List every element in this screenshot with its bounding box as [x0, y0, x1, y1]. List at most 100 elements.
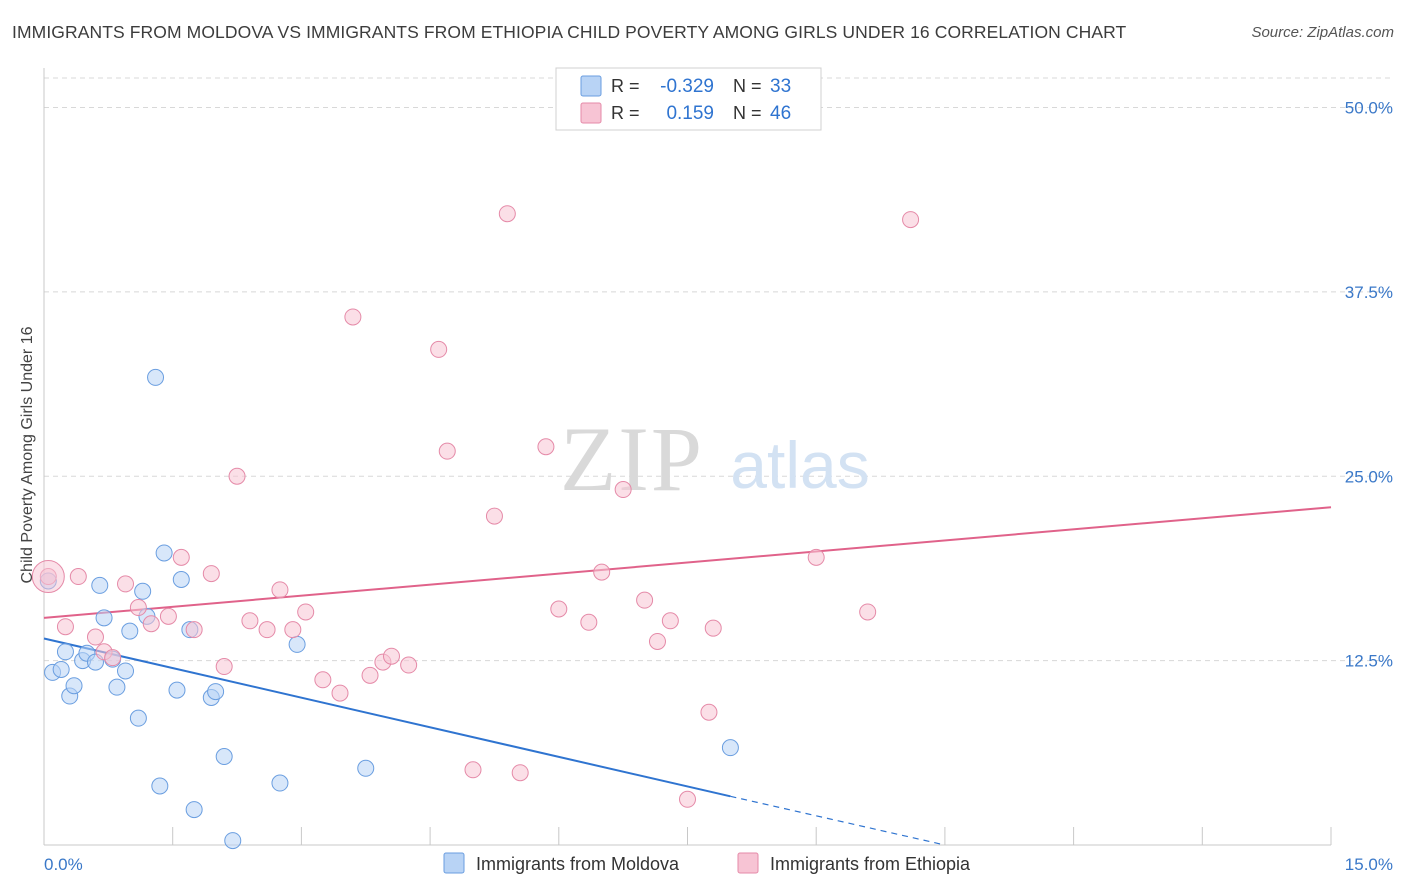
ethiopia-point [258, 621, 276, 639]
moldova-point [65, 677, 83, 695]
ethiopia-point [438, 442, 456, 460]
source-label: Source: ZipAtlas.com [1251, 24, 1394, 41]
moldova-point [56, 643, 74, 661]
moldova-point [271, 774, 289, 792]
moldova-point [117, 662, 135, 680]
ethiopia-point [228, 467, 246, 485]
ethiopia-point [314, 671, 332, 689]
ethiopia-point [56, 618, 74, 636]
trend-lines [43, 506, 1332, 846]
correlation-legend: R = -0.329 N = 33 R = 0.159 N = 46 [555, 67, 822, 131]
ethiopia-r-label: R = [611, 103, 640, 123]
moldova-n-value: 33 [770, 76, 791, 97]
ethiopia-point [902, 211, 920, 229]
y-axis-label: Child Poverty Among Girls Under 16 [19, 326, 36, 583]
x-tick-label: 15.0% [1345, 855, 1393, 874]
moldova-point [721, 739, 739, 757]
moldova-legend-swatch [580, 75, 602, 97]
ethiopia-point [129, 599, 147, 617]
y-tick-label: 50.0% [1345, 99, 1393, 118]
ethiopia-point [704, 619, 722, 637]
ethiopia-point [284, 621, 302, 639]
watermark-atlas: atlas [730, 428, 869, 502]
moldova-point [151, 777, 169, 795]
chart-title: IMMIGRANTS FROM MOLDOVA VS IMMIGRANTS FR… [12, 22, 1127, 42]
ethiopia-legend-swatch [580, 102, 602, 124]
moldova-point [95, 609, 113, 627]
ethiopia-point [86, 628, 104, 646]
axes [43, 68, 1332, 846]
ethiopia-point [859, 603, 877, 621]
ethiopia-point [361, 666, 379, 684]
legend-moldova-label: Immigrants from Moldova [476, 854, 680, 874]
ethiopia-point [215, 658, 233, 676]
moldova-point [172, 571, 190, 588]
ethiopia-point [679, 790, 696, 808]
moldova-point [155, 544, 173, 562]
moldova-r-value: -0.329 [660, 76, 714, 97]
moldova-point [108, 678, 126, 696]
ethiopia-point [636, 591, 654, 609]
ethiopia-point [172, 548, 190, 566]
ethiopia-n-value: 46 [770, 103, 791, 124]
moldova-point [129, 709, 147, 727]
moldova-point [168, 681, 186, 699]
ethiopia-point [511, 764, 529, 782]
ethiopia-point [159, 607, 177, 625]
moldova-point [288, 635, 306, 653]
y-axis-label-group: Child Poverty Among Girls Under 16 [19, 326, 36, 583]
moldova-point [134, 582, 152, 600]
ethiopia-point [648, 632, 666, 650]
ethiopia-point [700, 703, 718, 721]
ethiopia-point [807, 548, 825, 566]
ethiopia-trend-line [43, 506, 1332, 619]
moldova-point [357, 759, 375, 777]
ethiopia-point [382, 647, 400, 665]
series-legend: Immigrants from Moldova Immigrants from … [443, 852, 971, 874]
moldova-point [147, 368, 165, 386]
ethiopia-point [400, 656, 418, 674]
ethiopia-point [344, 308, 362, 326]
ethiopia-point [580, 613, 598, 631]
watermark-zip: ZIP [560, 408, 704, 510]
moldova-r-label: R = [611, 76, 640, 96]
moldova-point [207, 683, 225, 701]
ethiopia-point [614, 481, 632, 499]
moldova-n-label: N = [733, 76, 762, 96]
ethiopia-point [185, 621, 203, 639]
ethiopia-point [331, 684, 349, 702]
ethiopia-point [241, 612, 259, 630]
ethiopia-point [537, 438, 555, 456]
ethiopia-point [117, 575, 135, 593]
x-tick-label: 0.0% [44, 855, 83, 874]
ethiopia-point [142, 615, 160, 633]
ethiopia-point [485, 507, 503, 525]
moldova-trend-line [43, 637, 731, 798]
ethiopia-point [593, 563, 611, 581]
legend-moldova-swatch [443, 852, 465, 874]
ethiopia-point [202, 565, 220, 583]
grid-lines [44, 77, 1392, 662]
ethiopia-n-label: N = [733, 103, 762, 123]
ethiopia-point [661, 612, 679, 630]
ethiopia-point [104, 649, 122, 667]
ethiopia-point [550, 600, 568, 618]
moldova-point [52, 660, 70, 678]
ethiopia-point [271, 581, 289, 599]
legend-ethiopia-label: Immigrants from Ethiopia [770, 854, 971, 874]
ethiopia-point [430, 340, 448, 358]
moldova-point [121, 622, 139, 640]
data-points [31, 205, 920, 850]
y-tick-label: 12.5% [1345, 652, 1393, 671]
ethiopia-point [297, 603, 315, 621]
moldova-trend-extension [730, 795, 946, 846]
moldova-point [215, 748, 233, 765]
watermark: ZIP atlas [560, 408, 870, 510]
ethiopia-point [69, 568, 87, 586]
ethiopia-point-large [31, 560, 65, 594]
y-tick-label: 25.0% [1345, 467, 1393, 486]
axis-ticks: 12.5% 25.0% 37.5% 50.0% 0.0% 15.0% [44, 99, 1393, 875]
moldova-point [185, 801, 203, 819]
ethiopia-point [464, 761, 482, 779]
